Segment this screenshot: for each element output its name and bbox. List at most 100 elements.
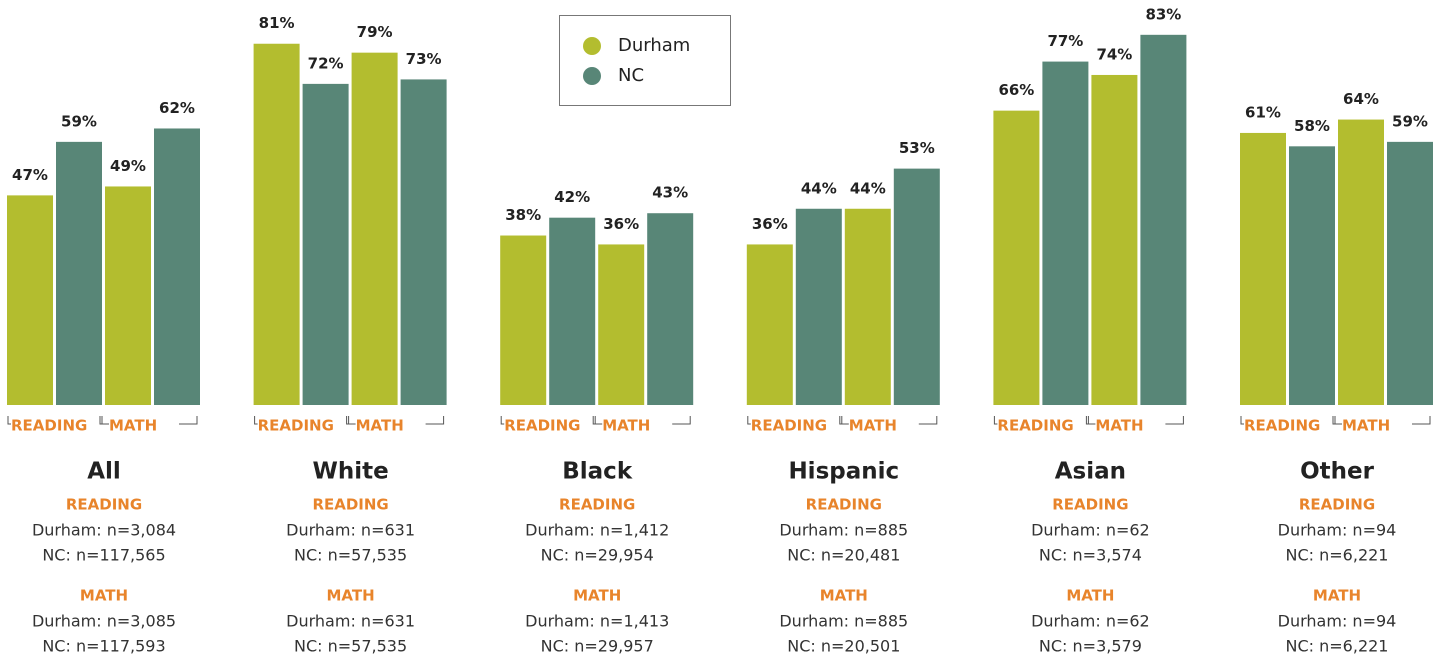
- sample-subject: MATH: [327, 587, 375, 605]
- subject-label: MATH: [1342, 417, 1390, 435]
- value-label: 66%: [998, 81, 1034, 99]
- bracket: [993, 416, 998, 425]
- subject-label: MATH: [1095, 417, 1143, 435]
- value-label: 74%: [1096, 45, 1132, 63]
- subject-label: READING: [11, 417, 87, 435]
- bar: [1387, 141, 1433, 406]
- value-label: 83%: [1145, 5, 1181, 23]
- sample-subject: READING: [1052, 496, 1128, 514]
- sample-size: Durham: n=94: [1278, 612, 1397, 631]
- sample-size: NC: n=117,565: [42, 546, 165, 565]
- subject-label: MATH: [356, 417, 404, 435]
- category-label: Hispanic: [788, 459, 899, 485]
- legend-box: [559, 15, 731, 106]
- value-label: 58%: [1294, 117, 1330, 135]
- bar: [746, 244, 793, 405]
- sample-size: Durham: n=3,085: [32, 612, 176, 631]
- bracket: [7, 416, 11, 425]
- sample-size: NC: n=20,501: [787, 637, 900, 656]
- sample-subject: READING: [559, 496, 635, 514]
- bar: [351, 52, 398, 405]
- bracket: [592, 416, 598, 425]
- sample-subject: MATH: [820, 587, 868, 605]
- sample-size: NC: n=117,593: [42, 637, 165, 656]
- sample-size: NC: n=57,535: [294, 637, 407, 656]
- subject-label: MATH: [602, 417, 650, 435]
- category-label: Other: [1300, 459, 1375, 485]
- bracket: [99, 416, 104, 425]
- sample-subject: MATH: [80, 587, 128, 605]
- bar: [647, 213, 694, 405]
- bar: [598, 244, 645, 405]
- sample-size: Durham: n=631: [286, 521, 415, 540]
- sample-subject: MATH: [1313, 587, 1361, 605]
- bar: [549, 217, 596, 405]
- subject-label: READING: [504, 417, 580, 435]
- sample-size: NC: n=20,481: [787, 546, 900, 565]
- legend-label: NC: [618, 65, 644, 86]
- sample-size: NC: n=57,535: [294, 546, 407, 565]
- bar: [795, 208, 842, 405]
- sample-size: Durham: n=3,084: [32, 521, 176, 540]
- sample-size: Durham: n=1,413: [525, 612, 669, 631]
- category-label: All: [87, 459, 121, 485]
- bracket: [254, 416, 258, 425]
- value-label: 73%: [406, 50, 442, 68]
- value-label: 79%: [357, 23, 393, 41]
- value-label: 62%: [159, 99, 195, 117]
- value-label: 49%: [110, 157, 146, 175]
- bar: [1289, 146, 1335, 405]
- bar: [154, 128, 200, 406]
- value-label: 72%: [308, 54, 344, 72]
- bracket: [1240, 416, 1244, 425]
- sample-size: Durham: n=62: [1031, 521, 1150, 540]
- bracket: [500, 416, 505, 425]
- bar: [500, 235, 547, 405]
- sample-size: Durham: n=1,412: [525, 521, 669, 540]
- value-label: 64%: [1343, 90, 1379, 108]
- legend-label: Durham: [618, 35, 690, 56]
- bar: [1042, 61, 1089, 406]
- sample-size: Durham: n=62: [1031, 612, 1150, 631]
- bar: [893, 168, 940, 405]
- sample-size: Durham: n=94: [1278, 521, 1397, 540]
- value-label: 61%: [1245, 103, 1281, 121]
- value-label: 36%: [752, 215, 788, 233]
- category-label: Asian: [1055, 459, 1126, 485]
- sample-size: NC: n=29,957: [541, 637, 654, 656]
- subject-label: READING: [997, 417, 1073, 435]
- value-label: 59%: [1392, 112, 1428, 130]
- bar: [7, 195, 53, 405]
- bar: [1091, 74, 1138, 406]
- category-label: White: [312, 459, 388, 485]
- bar: [844, 208, 891, 405]
- sample-size: NC: n=3,579: [1039, 637, 1142, 656]
- value-label: 43%: [652, 184, 688, 202]
- legend-swatch: [583, 37, 601, 55]
- bar: [56, 141, 102, 406]
- value-label: 44%: [801, 179, 837, 197]
- bar: [1338, 119, 1384, 405]
- subject-label: READING: [751, 417, 827, 435]
- subject-label: READING: [258, 417, 334, 435]
- sample-subject: READING: [66, 496, 142, 514]
- value-label: 44%: [850, 179, 886, 197]
- bar: [1140, 34, 1187, 405]
- sample-subject: MATH: [1066, 587, 1114, 605]
- sample-subject: READING: [312, 496, 388, 514]
- value-label: 42%: [554, 188, 590, 206]
- bracket: [839, 416, 844, 425]
- value-label: 53%: [899, 139, 935, 157]
- sample-size: NC: n=3,574: [1039, 546, 1142, 565]
- bar: [105, 186, 151, 405]
- bar: [1240, 132, 1286, 405]
- subject-label: MATH: [849, 417, 897, 435]
- legend-swatch: [583, 67, 601, 85]
- sample-subject: READING: [1299, 496, 1375, 514]
- value-label: 47%: [12, 166, 48, 184]
- sample-subject: MATH: [573, 587, 621, 605]
- value-label: 81%: [259, 14, 295, 32]
- bar: [400, 79, 447, 406]
- sample-size: Durham: n=885: [779, 521, 908, 540]
